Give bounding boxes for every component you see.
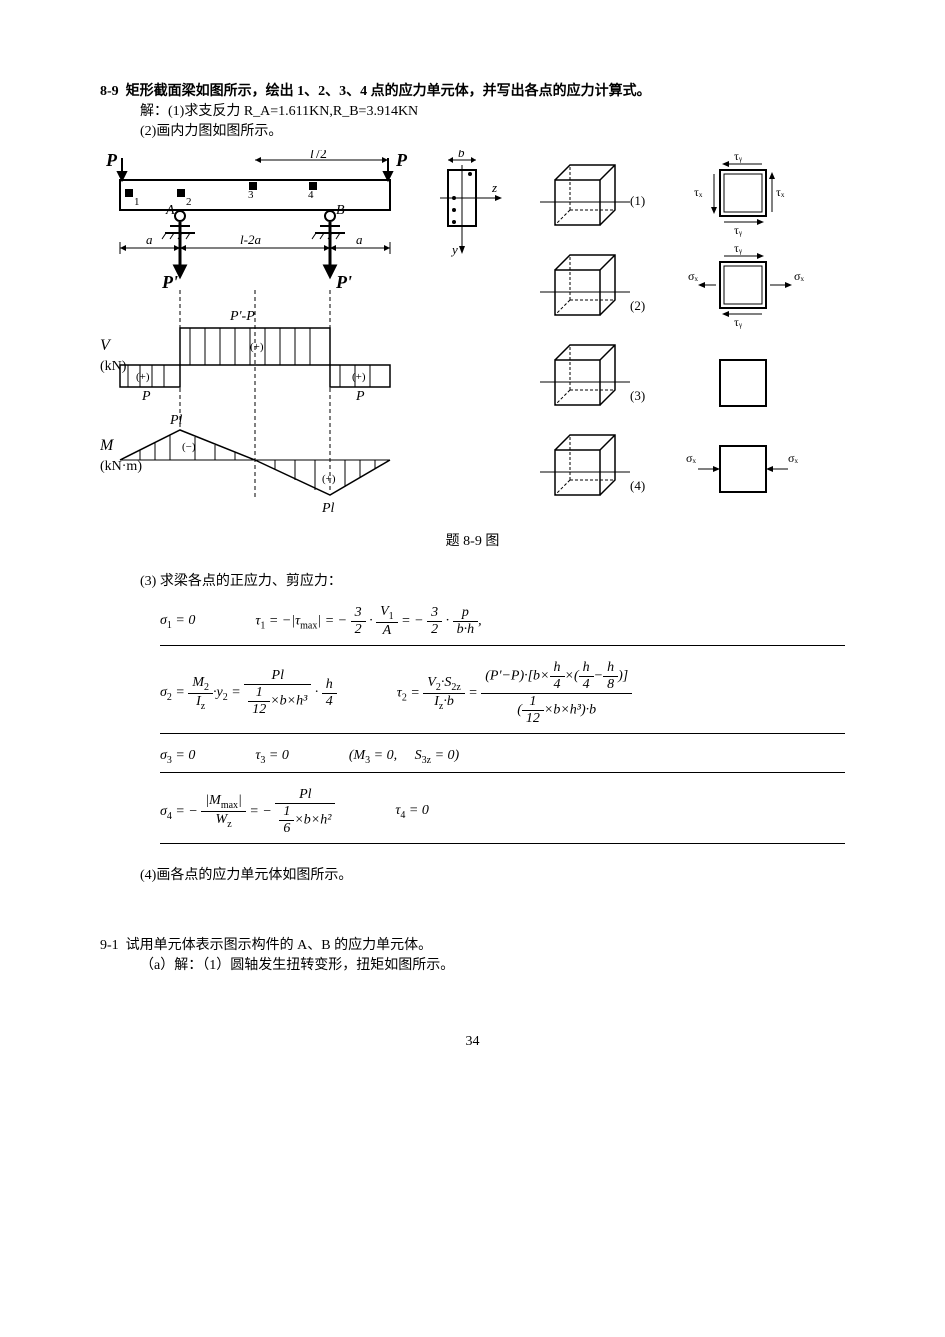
prob-number: 8-9	[100, 84, 119, 99]
svg-text:(+): (+)	[322, 473, 336, 485]
problem-header: 8-9 矩形截面梁如图所示，绘出 1、2、3、4 点的应力单元体，并写出各点的应…	[100, 80, 845, 100]
eq-row-3: σ3 = 0 τ3 = 0 (M3 = 0, S3z = 0)	[160, 748, 845, 773]
svg-text:(2): (2)	[630, 298, 645, 313]
svg-text:a: a	[146, 232, 153, 247]
svg-text:τᵧ: τᵧ	[734, 241, 743, 255]
svg-text:M: M	[100, 437, 115, 454]
svg-text:(−): (−)	[182, 441, 196, 453]
svg-text:4: 4	[308, 189, 314, 201]
step1: 解：(1)求支反力 R_A=1.611KN,R_B=3.914KN	[140, 100, 845, 120]
stress-cubes: (1) (2) (3) (4)	[530, 150, 660, 510]
svg-text:P: P	[355, 389, 365, 404]
svg-text:τᵧ: τᵧ	[734, 150, 743, 163]
svg-text:Pl: Pl	[321, 501, 335, 516]
svg-text:B: B	[336, 203, 345, 218]
svg-text:(kN·m): (kN·m)	[100, 459, 142, 474]
svg-text:P': P'	[335, 272, 352, 292]
beam-diagrams: 1 2 3 4 P P l/2 A B a	[100, 150, 410, 520]
svg-text:σₓ: σₓ	[788, 451, 798, 465]
figure-row: 1 2 3 4 P P l/2 A B a	[100, 150, 845, 520]
step2: (2)画内力图如图所示。	[140, 120, 845, 140]
svg-text:τᵧ: τᵧ	[734, 223, 743, 237]
svg-text:(+): (+)	[250, 341, 264, 353]
svg-text:τᵧ: τᵧ	[734, 315, 743, 329]
svg-text:l-2a: l-2a	[240, 232, 261, 247]
svg-text:P: P	[141, 389, 151, 404]
tau2: τ2 = V2·S2zIz·b = (P'−P)·[b×h4×(h4−h8)] …	[397, 660, 632, 727]
step3: (3) 求梁各点的正应力、剪应力：	[140, 570, 845, 590]
eq-row-2: σ2 = M2Iz·y2 = Pl112×b×h³ · h4 τ2 = V2·S…	[160, 660, 845, 734]
svg-text:τₓ: τₓ	[776, 185, 785, 199]
sigma1: σ1 = 0	[160, 613, 195, 631]
svg-text:P'-P: P'-P	[229, 309, 255, 324]
sigma2: σ2 = M2Iz·y2 = Pl112×b×h³ · h4	[160, 668, 337, 718]
tau4: τ4 = 0	[395, 803, 428, 821]
svg-text:1: 1	[134, 196, 140, 208]
step4: (4)画各点的应力单元体如图所示。	[140, 864, 845, 884]
svg-text:a: a	[356, 232, 363, 247]
svg-text:P: P	[105, 150, 118, 170]
problem91-header: 9-1 试用单元体表示图示构件的 A、B 的应力单元体。	[100, 934, 845, 954]
svg-text:σₓ: σₓ	[686, 451, 696, 465]
svg-text:Pl: Pl	[169, 413, 183, 428]
svg-text:(+): (+)	[352, 371, 366, 383]
svg-text:V: V	[100, 337, 112, 354]
svg-text:(1): (1)	[630, 193, 645, 208]
svg-text:(+): (+)	[136, 371, 150, 383]
svg-text:y: y	[450, 242, 458, 257]
svg-text:b: b	[458, 150, 465, 160]
svg-text:(4): (4)	[630, 478, 645, 493]
svg-text:P': P'	[161, 272, 178, 292]
tau3: τ3 = 0	[255, 748, 288, 766]
problem91-step: （a）解：（1）圆轴发生扭转变形，扭矩如图所示。	[140, 954, 845, 974]
svg-text:σₓ: σₓ	[794, 269, 804, 283]
sigma3: σ3 = 0	[160, 748, 195, 766]
svg-text:3: 3	[248, 189, 254, 201]
prob-title: 矩形截面梁如图所示，绘出 1、2、3、4 点的应力单元体，并写出各点的应力计算式…	[126, 84, 651, 99]
stress-2d: τᵧ τᵧ τₓ τₓ τᵧ τᵧ σₓ σₓ σₓ σₓ	[680, 150, 830, 510]
eq-row-4: σ4 = − |Mmax|Wz = − Pl16×b×h² τ4 = 0	[160, 787, 845, 844]
svg-text:P: P	[395, 150, 408, 170]
svg-text:/2: /2	[316, 150, 327, 162]
fig-caption: 题 8-9 图	[100, 530, 845, 550]
sigma4: σ4 = − |Mmax|Wz = − Pl16×b×h²	[160, 787, 335, 837]
svg-text:l: l	[310, 150, 314, 162]
svg-text:(kN): (kN)	[100, 359, 127, 374]
page-number: 34	[100, 1034, 845, 1050]
eq-row-1: σ1 = 0 τ1 = −|τmax| = − 32 · V1A = − 32 …	[160, 604, 845, 646]
svg-text:σₓ: σₓ	[688, 269, 698, 283]
tau1: τ1 = −|τmax| = − 32 · V1A = − 32 · pb·h,	[255, 604, 481, 639]
svg-text:(3): (3)	[630, 388, 645, 403]
svg-text:τₓ: τₓ	[694, 185, 703, 199]
svg-text:A: A	[165, 203, 175, 218]
svg-text:z: z	[491, 180, 497, 195]
svg-text:2: 2	[186, 196, 192, 208]
cross-section: b z y	[430, 150, 510, 270]
sigma3-note: (M3 = 0, S3z = 0)	[349, 748, 459, 766]
